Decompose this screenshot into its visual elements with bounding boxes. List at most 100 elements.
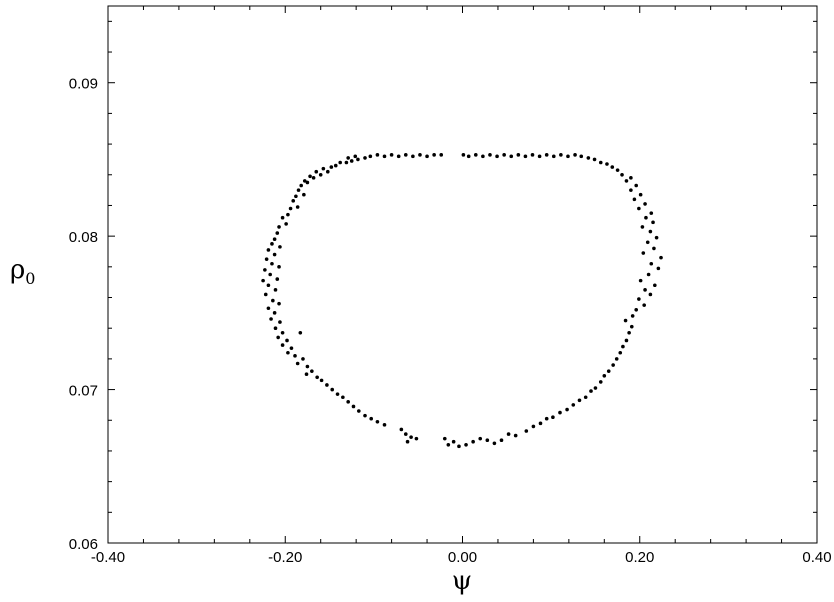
data-point [623, 318, 628, 323]
data-point [272, 311, 277, 315]
data-point [278, 245, 282, 249]
data-point [652, 246, 656, 251]
data-point [411, 154, 415, 159]
data-point [356, 157, 360, 162]
data-point [641, 251, 646, 255]
data-point [471, 439, 475, 444]
y-tick-labels: 0.06 0.07 0.08 0.09 [69, 76, 98, 553]
data-point [513, 433, 518, 438]
data-point [659, 255, 663, 260]
data-point [439, 153, 444, 157]
data-point [269, 317, 273, 321]
data-point [266, 306, 271, 311]
x-axis-label: ψ [452, 566, 472, 596]
data-point [272, 252, 277, 257]
data-point [299, 183, 304, 188]
data-point [293, 354, 297, 358]
data-point [649, 211, 654, 215]
data-point [304, 372, 309, 377]
data-point [642, 303, 646, 307]
data-point [308, 174, 312, 179]
y-tick-label: 0.07 [69, 383, 98, 400]
data-point [301, 357, 305, 361]
data-point [537, 154, 542, 159]
data-point [295, 205, 300, 209]
x-tick-label: 0.20 [625, 549, 654, 566]
data-point [288, 206, 293, 211]
y-tick-label: 0.09 [69, 76, 98, 93]
data-point [311, 176, 316, 180]
data-point [318, 172, 323, 177]
data-point [516, 153, 521, 157]
data-point [523, 154, 528, 159]
data-point [606, 369, 611, 373]
data-point [271, 298, 275, 303]
data-point [346, 400, 350, 404]
data-point [466, 154, 471, 159]
data-point [551, 154, 556, 159]
data-point [488, 153, 492, 157]
data-point [319, 378, 324, 383]
data-point [405, 439, 410, 444]
data-point [333, 163, 338, 168]
data-point [432, 153, 436, 157]
data-point [602, 373, 607, 378]
y-axis-label-main: ρ [10, 255, 25, 285]
data-point [382, 154, 387, 159]
data-point [629, 324, 634, 329]
data-point [499, 438, 504, 443]
data-point [461, 153, 466, 157]
data-point [615, 168, 620, 172]
y-tick-label: 0.06 [69, 536, 98, 553]
data-point [280, 215, 285, 220]
data-point [368, 154, 373, 159]
data-point [638, 278, 643, 283]
data-point [646, 272, 651, 277]
data-point [325, 383, 329, 387]
data-point [382, 423, 387, 427]
data-point [573, 153, 577, 157]
data-point [270, 261, 274, 266]
data-point [473, 153, 478, 157]
data-point [349, 159, 354, 163]
data-point [531, 424, 536, 429]
x-tick-labels: -0.40 -0.20 0.00 0.20 0.40 [91, 549, 832, 566]
data-point [618, 350, 623, 355]
data-point [579, 154, 584, 159]
data-point [315, 375, 319, 380]
data-point [314, 169, 319, 174]
data-point [295, 361, 300, 366]
data-point [263, 292, 268, 297]
data-point [495, 154, 499, 159]
data-point [268, 272, 272, 277]
data-point [624, 338, 629, 343]
data-point [418, 153, 422, 157]
data-point [478, 436, 483, 441]
data-point [280, 331, 285, 335]
data-point [648, 229, 653, 234]
data-point [492, 441, 497, 446]
data-point [403, 432, 408, 436]
data-point [509, 154, 514, 159]
data-point [369, 416, 374, 421]
data-point [624, 179, 629, 183]
data-point [305, 364, 310, 369]
data-point [651, 220, 655, 225]
x-tick-label: -0.20 [268, 549, 302, 566]
data-point [656, 266, 661, 271]
data-point [566, 154, 570, 159]
data-point [464, 443, 468, 447]
data-point [270, 242, 274, 246]
data-point [284, 222, 288, 226]
data-point [446, 443, 451, 447]
data-point [592, 157, 597, 162]
data-point [654, 235, 659, 240]
data-point [357, 409, 361, 413]
data-point [277, 225, 281, 229]
data-point [285, 338, 289, 343]
y-axis-label-subscript: 0 [25, 269, 35, 288]
data-point [273, 288, 278, 292]
data-point [305, 180, 310, 185]
data-point [302, 192, 306, 197]
